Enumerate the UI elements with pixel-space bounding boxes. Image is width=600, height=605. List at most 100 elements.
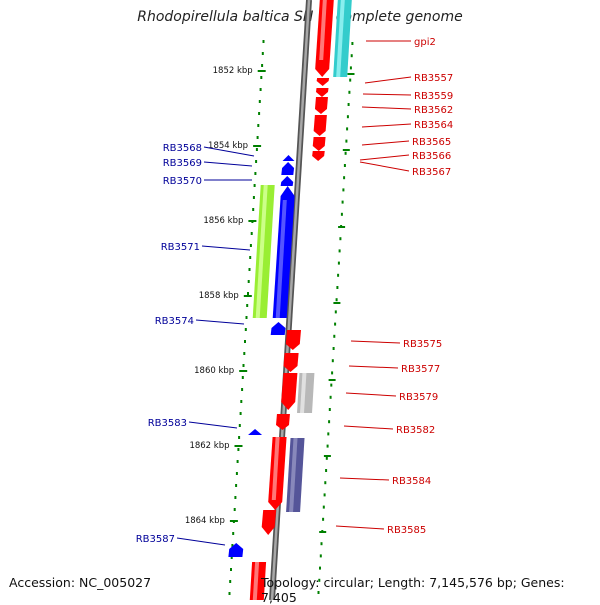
forward-gene-rb3582	[276, 414, 290, 430]
gene-label-rb3570: RB3570	[163, 176, 202, 187]
guide-dot	[230, 556, 233, 559]
reverse-gene-rb3583	[247, 429, 263, 435]
guide-tick	[342, 149, 350, 151]
guide-dot	[231, 544, 234, 547]
topology-text: Topology: circular; Length: 7,145,576 bp…	[261, 575, 565, 605]
guide-dot	[331, 359, 334, 363]
scale-tick-mark	[229, 520, 238, 522]
guide-dot	[258, 112, 261, 115]
guide-dot	[255, 160, 258, 163]
gene-label-rb3585: RB3585	[387, 525, 426, 536]
guide-dot	[336, 286, 339, 289]
label-leader-rb3579	[345, 392, 397, 397]
guide-dot	[249, 256, 252, 259]
map-title: Rhodopirellula baltica SH 1, complete ge…	[137, 9, 463, 25]
guide-dot	[332, 347, 335, 350]
guide-dot	[317, 591, 320, 594]
guide-tick	[328, 379, 336, 381]
gene-label-rb3583: RB3583	[148, 418, 187, 429]
gene-label-rb3569: RB3569	[163, 158, 202, 169]
label-leader-rb3571	[201, 245, 251, 251]
gene-label-rb3568: RB3568	[163, 143, 202, 154]
guide-dot	[260, 76, 263, 79]
label-leader-rb3569	[203, 161, 253, 167]
guide-dot	[339, 237, 342, 241]
guide-dot	[228, 592, 231, 595]
label-leader-rb3559	[362, 93, 412, 96]
forward-gene-arrow	[316, 78, 330, 86]
feature-grey-highlight	[300, 373, 307, 413]
gene-label-rb3567: RB3567	[412, 167, 451, 178]
label-leader-rb3582	[343, 425, 394, 430]
guide-dot	[351, 42, 354, 45]
guide-dot	[318, 578, 321, 582]
label-leader-rb3584	[339, 477, 390, 481]
forward-gene-arrow	[315, 88, 329, 97]
guide-dot	[237, 448, 240, 451]
label-leader-rb3568	[203, 146, 255, 157]
gene-label-rb3564: RB3564	[414, 120, 453, 131]
guide-tick	[347, 73, 355, 75]
guide-dot	[241, 376, 244, 379]
guide-dot	[334, 310, 337, 314]
forward-gene-highlight	[252, 562, 260, 600]
guide-dot	[259, 88, 262, 91]
gene-label-rb3579: RB3579	[399, 392, 438, 403]
label-leader-rb3575	[350, 340, 401, 344]
scale-tick-label: 1864 kbp	[185, 516, 225, 526]
feature-purple-highlight	[289, 438, 298, 512]
gene-label-rb3562: RB3562	[414, 105, 453, 116]
guide-dot	[232, 532, 235, 535]
guide-dot	[342, 188, 345, 192]
label-leader-rb3565	[361, 140, 410, 146]
reverse-gene-highlight	[275, 200, 287, 318]
guide-dot	[256, 136, 259, 139]
forward-gene-rb3585	[261, 510, 277, 535]
guide-dot	[235, 472, 238, 475]
guide-tick	[333, 302, 341, 304]
scale-tick-mark	[234, 445, 243, 447]
guide-dot	[325, 469, 328, 472]
guide-dot	[343, 176, 346, 180]
guide-dot	[239, 412, 242, 415]
guide-dot	[345, 139, 348, 143]
scale-tick-mark	[239, 370, 248, 372]
guide-dot	[327, 432, 330, 436]
guide-dot	[240, 400, 243, 403]
guide-dot	[330, 383, 333, 387]
guide-dot	[326, 444, 329, 448]
guide-dot	[346, 127, 349, 131]
guide-dot	[258, 100, 261, 103]
guide-dot	[229, 580, 232, 583]
guide-tick	[319, 531, 327, 533]
guide-dot	[252, 196, 255, 199]
guide-dot	[320, 542, 323, 546]
reverse-gene-arrow	[281, 162, 295, 175]
guide-tick	[323, 455, 331, 457]
guide-dot	[235, 484, 238, 487]
guide-dot	[230, 568, 232, 571]
forward-gene-arrow	[312, 151, 325, 161]
label-leader-rb3564	[361, 123, 412, 128]
forward-gene-arrow	[313, 115, 327, 136]
gene-label-rb3571: RB3571	[161, 242, 200, 253]
forward-gene-arrow	[314, 97, 328, 114]
label-leader-rb3574	[195, 319, 245, 325]
guide-dot	[244, 340, 246, 343]
guide-dot	[328, 408, 331, 411]
reverse-gene-rb3574	[270, 322, 286, 335]
accession-text: Accession: NC_005027	[9, 575, 152, 590]
guide-dot	[341, 200, 344, 204]
scale-tick-label: 1856 kbp	[203, 216, 243, 226]
label-leader-rb3577	[348, 365, 399, 369]
scale-tick-mark	[257, 70, 266, 72]
guide-dot	[350, 54, 353, 58]
guide-dot	[319, 566, 321, 570]
scale-ticks: 1852 kbp 1854 kbp 1856 kbp 1858 kbp 1860 kbp…	[185, 66, 266, 526]
guide-dot	[340, 212, 343, 216]
label-leader-rb3585	[335, 525, 385, 530]
guide-dot	[252, 208, 255, 211]
guide-dot	[322, 505, 325, 509]
gene-label-rb3582: RB3582	[396, 425, 435, 436]
